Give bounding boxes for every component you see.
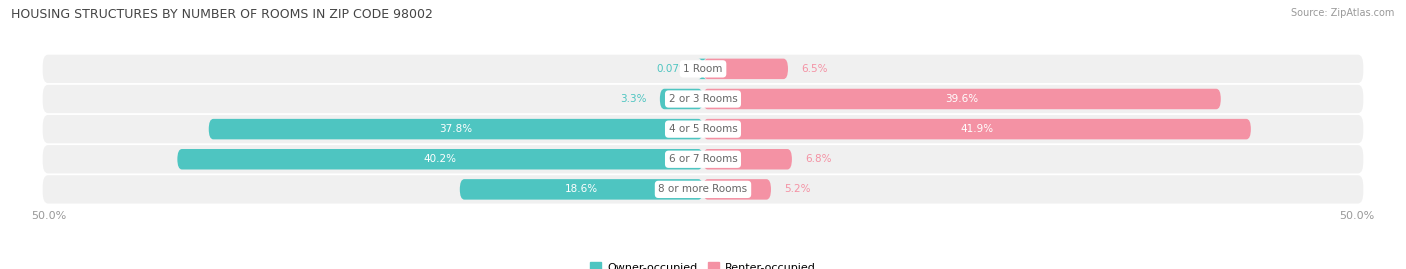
Text: 2 or 3 Rooms: 2 or 3 Rooms bbox=[669, 94, 737, 104]
FancyBboxPatch shape bbox=[699, 59, 707, 79]
FancyBboxPatch shape bbox=[177, 149, 703, 169]
FancyBboxPatch shape bbox=[42, 115, 1364, 143]
FancyBboxPatch shape bbox=[703, 179, 770, 200]
FancyBboxPatch shape bbox=[703, 119, 1251, 139]
FancyBboxPatch shape bbox=[42, 175, 1364, 204]
Text: 4 or 5 Rooms: 4 or 5 Rooms bbox=[669, 124, 737, 134]
FancyBboxPatch shape bbox=[703, 59, 787, 79]
Text: 37.8%: 37.8% bbox=[439, 124, 472, 134]
Text: 41.9%: 41.9% bbox=[960, 124, 994, 134]
Text: Source: ZipAtlas.com: Source: ZipAtlas.com bbox=[1291, 8, 1395, 18]
FancyBboxPatch shape bbox=[659, 89, 703, 109]
FancyBboxPatch shape bbox=[208, 119, 703, 139]
Legend: Owner-occupied, Renter-occupied: Owner-occupied, Renter-occupied bbox=[586, 258, 820, 269]
FancyBboxPatch shape bbox=[42, 55, 1364, 83]
Text: 1 Room: 1 Room bbox=[683, 64, 723, 74]
Text: 18.6%: 18.6% bbox=[565, 184, 598, 194]
Text: 5.2%: 5.2% bbox=[785, 184, 811, 194]
Text: 0.07%: 0.07% bbox=[657, 64, 689, 74]
Text: 6.5%: 6.5% bbox=[801, 64, 828, 74]
FancyBboxPatch shape bbox=[703, 149, 792, 169]
FancyBboxPatch shape bbox=[703, 89, 1220, 109]
FancyBboxPatch shape bbox=[42, 145, 1364, 174]
FancyBboxPatch shape bbox=[460, 179, 703, 200]
Text: 40.2%: 40.2% bbox=[423, 154, 457, 164]
FancyBboxPatch shape bbox=[42, 85, 1364, 113]
Text: 39.6%: 39.6% bbox=[945, 94, 979, 104]
Text: 6 or 7 Rooms: 6 or 7 Rooms bbox=[669, 154, 737, 164]
Text: 3.3%: 3.3% bbox=[620, 94, 647, 104]
Text: 8 or more Rooms: 8 or more Rooms bbox=[658, 184, 748, 194]
Text: 6.8%: 6.8% bbox=[806, 154, 831, 164]
Text: HOUSING STRUCTURES BY NUMBER OF ROOMS IN ZIP CODE 98002: HOUSING STRUCTURES BY NUMBER OF ROOMS IN… bbox=[11, 8, 433, 21]
